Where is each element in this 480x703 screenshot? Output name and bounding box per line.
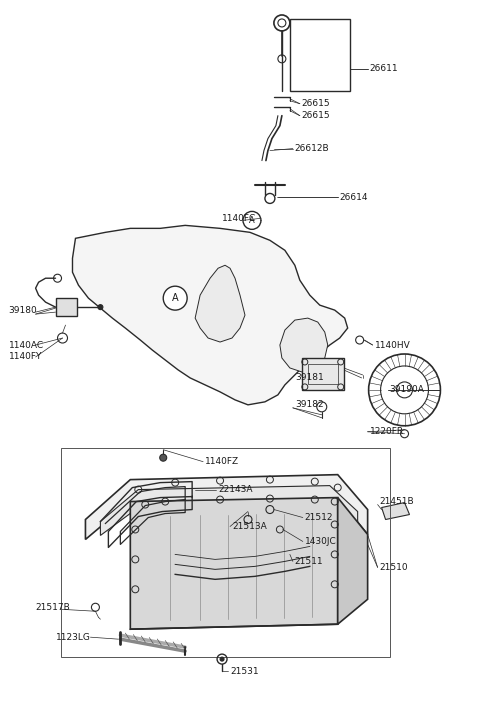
Circle shape: [98, 304, 103, 309]
Bar: [60, 448, 390, 657]
Text: 26611: 26611: [370, 64, 398, 73]
Text: 1140FY: 1140FY: [9, 352, 42, 361]
Text: 21511: 21511: [295, 557, 324, 566]
Circle shape: [160, 454, 167, 461]
Circle shape: [163, 286, 187, 310]
Text: 21513A: 21513A: [232, 522, 267, 531]
Text: 39182: 39182: [295, 400, 324, 409]
Text: 26612B: 26612B: [295, 144, 329, 153]
Bar: [302, 358, 344, 390]
Text: 1140FZ: 1140FZ: [205, 457, 239, 466]
Text: 26614: 26614: [340, 193, 368, 202]
Text: 21512: 21512: [305, 513, 333, 522]
Bar: [56, 298, 77, 316]
Polygon shape: [130, 498, 338, 629]
Text: 1140HV: 1140HV: [374, 340, 410, 349]
Text: 21531: 21531: [230, 666, 259, 676]
Text: A: A: [249, 216, 255, 225]
Text: 1140AC: 1140AC: [9, 340, 44, 349]
Bar: [308, 364, 338, 384]
Text: 26615: 26615: [302, 111, 330, 120]
Polygon shape: [280, 318, 328, 372]
Polygon shape: [72, 226, 348, 405]
Polygon shape: [195, 265, 245, 342]
Text: 21510: 21510: [380, 563, 408, 572]
Text: 39181: 39181: [295, 373, 324, 382]
Text: 21451B: 21451B: [380, 497, 414, 506]
Text: 39190A: 39190A: [390, 385, 424, 394]
Text: 1430JC: 1430JC: [305, 537, 336, 546]
Text: 21517B: 21517B: [36, 602, 71, 612]
Polygon shape: [85, 475, 368, 539]
Circle shape: [220, 657, 224, 661]
Polygon shape: [382, 503, 409, 520]
Text: 1220FR: 1220FR: [370, 427, 404, 437]
Text: A: A: [172, 293, 179, 303]
Text: 22143A: 22143A: [218, 485, 252, 494]
Polygon shape: [100, 486, 358, 536]
Text: 1140FC: 1140FC: [222, 214, 256, 223]
Text: 26615: 26615: [302, 99, 330, 108]
Bar: [290, 19, 350, 91]
Text: 1123LG: 1123LG: [56, 633, 90, 642]
Polygon shape: [338, 498, 368, 624]
Text: 39180: 39180: [9, 306, 37, 315]
